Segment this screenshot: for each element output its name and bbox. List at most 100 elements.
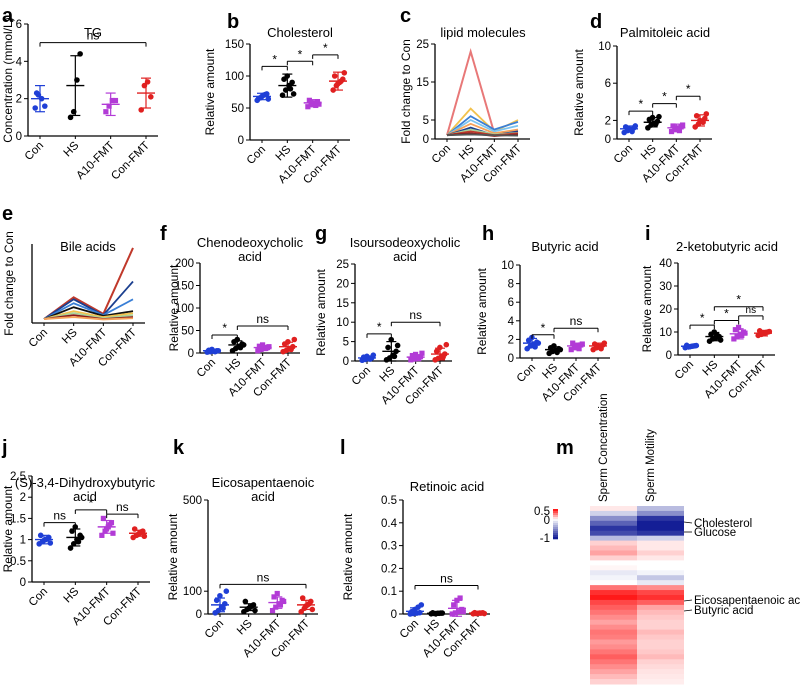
chart-title: 2-ketobutyric acid bbox=[676, 239, 778, 254]
data-point-3 bbox=[440, 354, 446, 360]
data-point-0 bbox=[220, 605, 226, 612]
heatmap-cell bbox=[590, 570, 637, 576]
series-line-2 bbox=[446, 115, 519, 136]
y-tick-label: 25 bbox=[336, 259, 349, 271]
panel-label-j: j bbox=[1, 437, 8, 459]
y-axis-label: Fold change to Con bbox=[2, 231, 16, 336]
x-tick-label-hs: HS bbox=[378, 364, 398, 384]
heatmap-cell bbox=[590, 639, 637, 645]
data-point-0 bbox=[47, 540, 54, 546]
heatmap-cell bbox=[637, 619, 684, 626]
row-annotation-line bbox=[683, 599, 693, 602]
series-line-2 bbox=[43, 298, 134, 320]
chart-title: lipid molecules bbox=[440, 25, 526, 40]
y-tick-label: 6 bbox=[16, 19, 22, 31]
y-tick-label: 100 bbox=[225, 71, 244, 83]
x-tick-label-con: Con bbox=[27, 586, 50, 609]
x-tick-label-hs: HS bbox=[224, 356, 244, 376]
data-point-2 bbox=[676, 128, 683, 134]
panel-b: Cholesterol 0 50 100 150 Relative amount Con HS… bbox=[203, 25, 350, 186]
y-axis-label: Relative amount bbox=[341, 513, 355, 600]
heatmap-cell bbox=[637, 659, 684, 665]
data-point-3 bbox=[443, 341, 450, 348]
heatmap-cell bbox=[590, 575, 637, 581]
heatmap-cell bbox=[590, 515, 637, 522]
heatmap-cell bbox=[590, 540, 637, 547]
heatmap-cell bbox=[637, 599, 684, 606]
data-point-0 bbox=[223, 588, 230, 594]
row-annotation-1: Glucose bbox=[694, 527, 736, 539]
heatmap-cell bbox=[590, 659, 637, 665]
y-tick-label: 10 bbox=[336, 317, 349, 329]
heatmap-cell bbox=[590, 565, 637, 571]
x-tick-label-hs: HS bbox=[701, 358, 721, 378]
scale-cell bbox=[553, 531, 558, 534]
data-point-1 bbox=[67, 545, 74, 551]
series-line-3 bbox=[43, 306, 134, 320]
heatmap-cell bbox=[637, 550, 684, 556]
heatmap-cell bbox=[590, 506, 637, 512]
scale-label-zero: 0 bbox=[544, 515, 550, 527]
x-tick-label-hs: HS bbox=[235, 617, 255, 637]
y-axis-label: Relative amount bbox=[166, 513, 180, 600]
data-point-1 bbox=[69, 528, 75, 534]
y-axis-label: Relative amount bbox=[572, 48, 586, 135]
scale-cell bbox=[553, 517, 558, 520]
sig-label: ns bbox=[409, 308, 422, 322]
x-tick-label-hs: HS bbox=[62, 585, 82, 605]
chart-title: (S)-3,4-Dihydroxybutyric bbox=[15, 475, 156, 490]
data-point-2 bbox=[460, 609, 466, 615]
sig-label: ns bbox=[746, 305, 757, 316]
x-tick-label-hs: HS bbox=[62, 139, 82, 159]
data-point-2 bbox=[734, 334, 740, 340]
x-tick-label-con: Con bbox=[673, 359, 696, 382]
panel-label-a: a bbox=[2, 5, 14, 27]
heatmap-cell bbox=[590, 530, 637, 537]
data-point-2 bbox=[112, 97, 119, 104]
sig-label: * bbox=[298, 47, 303, 61]
x-tick-label-con: Con bbox=[430, 143, 453, 166]
series-line-5 bbox=[43, 312, 134, 320]
data-point-3 bbox=[341, 70, 348, 76]
data-point-0 bbox=[213, 597, 220, 604]
chart-title-line2: acid bbox=[393, 249, 417, 264]
y-tick-label: 0 bbox=[196, 609, 202, 621]
data-point-2 bbox=[680, 122, 686, 128]
data-point-2 bbox=[277, 602, 284, 608]
data-point-3 bbox=[148, 94, 154, 100]
y-tick-label: 20 bbox=[659, 304, 672, 316]
series-line-9 bbox=[446, 133, 519, 137]
y-tick-label: 30 bbox=[659, 281, 672, 293]
heatmap-cell bbox=[637, 575, 684, 581]
y-tick-label: 1 bbox=[20, 535, 26, 547]
panel-label-g: g bbox=[315, 223, 327, 245]
data-point-2 bbox=[103, 109, 109, 115]
heatmap-cell bbox=[637, 520, 684, 527]
data-point-0 bbox=[370, 352, 377, 358]
heatmap-cell bbox=[637, 664, 684, 670]
sig-label: ns bbox=[87, 29, 100, 43]
data-point-2 bbox=[579, 341, 585, 347]
heatmap-cell bbox=[590, 629, 637, 636]
scale-cell bbox=[553, 537, 558, 540]
scale-cell bbox=[553, 527, 558, 530]
data-point-2 bbox=[109, 97, 115, 104]
heatmap-panel: Sperm Concentration Sperm Motility 0.50 -1 C… bbox=[534, 393, 800, 685]
sig-label: * bbox=[222, 321, 227, 335]
y-tick-label: 0.4 bbox=[381, 518, 398, 530]
x-tick-label-con: Con bbox=[515, 362, 538, 385]
data-point-1 bbox=[242, 598, 249, 605]
chart-title: Palmitoleic acid bbox=[620, 25, 710, 40]
y-tick-label: 8 bbox=[508, 279, 514, 291]
y-tick-label: 6 bbox=[605, 78, 611, 90]
heatmap-cell bbox=[590, 580, 637, 586]
data-point-1 bbox=[252, 607, 258, 614]
data-point-0 bbox=[32, 105, 38, 111]
chart-title: Retinoic acid bbox=[410, 479, 484, 494]
scale-cell bbox=[553, 509, 558, 512]
y-tick-label: 5 bbox=[343, 337, 349, 349]
heatmap-cell bbox=[590, 590, 637, 596]
y-tick-label: 0.5 bbox=[10, 556, 26, 568]
